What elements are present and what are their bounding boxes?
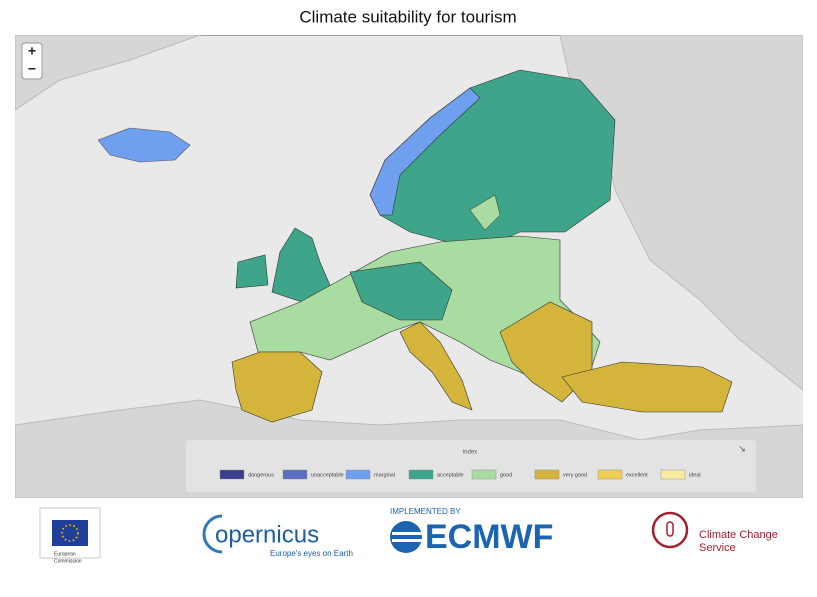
legend-label: ideal (689, 472, 701, 478)
copernicus-logo: opernicus Europe's eyes on Earth (202, 514, 353, 558)
legend-label: very good (563, 472, 587, 478)
legend-swatch (534, 469, 560, 480)
ecmwf-logo: IMPLEMENTED BY ECMWF (390, 507, 553, 556)
ec-logo: European Commission (39, 507, 101, 564)
legend-label: excellent (626, 472, 648, 478)
legend-label: good (500, 472, 512, 478)
legend-label: unacceptable (311, 472, 344, 478)
legend (186, 440, 756, 492)
ec-text: European (54, 551, 76, 557)
legend-label: dangerous (248, 472, 274, 478)
legend-label: marginal (374, 472, 395, 478)
copernicus-tagline: Europe's eyes on Earth (270, 549, 353, 558)
turkey (561, 361, 733, 413)
legend-swatch (408, 469, 434, 480)
zoom-control (21, 42, 43, 80)
c3s-text: Service (699, 542, 736, 554)
title: Climate suitability for tourism (299, 7, 516, 26)
ecmwf-caption: IMPLEMENTED BY (390, 507, 461, 516)
greenland (15, 35, 201, 111)
zoom-in[interactable]: + (28, 43, 36, 59)
legend-title: index (463, 450, 477, 456)
ireland (235, 254, 269, 289)
legend-toggle[interactable]: ↘ (738, 443, 746, 453)
italy (399, 321, 473, 411)
legend-swatch (219, 469, 245, 480)
iceland (97, 127, 191, 163)
great-britain (271, 227, 333, 303)
legend-swatch (597, 469, 623, 480)
legend-swatch (345, 469, 371, 480)
legend-label: acceptable (437, 472, 464, 478)
ecmwf-name: ECMWF (425, 518, 553, 556)
legend-swatch (471, 469, 497, 480)
zoom-out[interactable]: − (28, 61, 36, 77)
c3s-logo: Climate Change Service (651, 511, 778, 554)
legend-swatch (660, 469, 686, 480)
norway-coast (369, 87, 481, 216)
iberia (231, 351, 323, 423)
copernicus-wordmark: opernicus (215, 521, 319, 548)
central-europe (349, 261, 453, 321)
legend-swatch (282, 469, 308, 480)
c3s-text: Climate Change (699, 529, 778, 541)
finland-south (469, 194, 501, 231)
map[interactable]: + − index ↘ dangerous unacceptable margina… (15, 35, 803, 498)
ec-text: Commission (54, 558, 82, 564)
